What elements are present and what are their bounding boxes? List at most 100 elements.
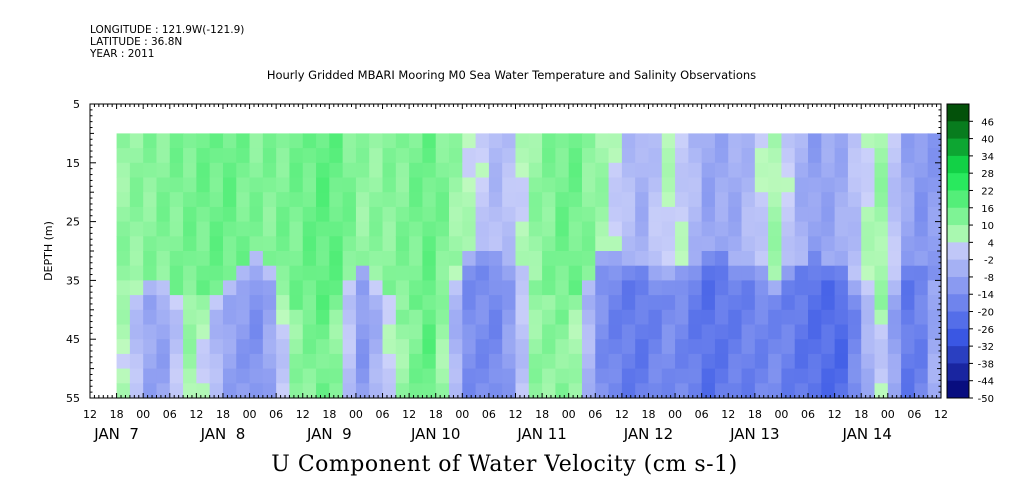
heatmap-cell bbox=[528, 265, 543, 281]
heatmap-cell bbox=[222, 383, 237, 399]
heatmap-cell bbox=[794, 251, 809, 267]
heatmap-cell bbox=[861, 162, 876, 179]
heatmap-cell bbox=[302, 177, 317, 193]
heatmap-cell bbox=[488, 280, 503, 296]
x-hour-label: 06 bbox=[907, 408, 921, 421]
heatmap-cell bbox=[581, 251, 596, 267]
heatmap-cell bbox=[276, 251, 291, 267]
heatmap-cell bbox=[502, 148, 517, 164]
heatmap-cell bbox=[169, 309, 184, 326]
heatmap-cell bbox=[302, 251, 317, 267]
colorbar-swatch bbox=[947, 259, 969, 278]
heatmap-cell bbox=[116, 177, 131, 193]
colorbar-swatch bbox=[947, 242, 969, 261]
heatmap-cell bbox=[209, 206, 224, 223]
heatmap-cell bbox=[608, 353, 623, 370]
heatmap-cell bbox=[143, 295, 158, 311]
x-hour-label: 18 bbox=[535, 408, 549, 421]
heatmap-cell bbox=[236, 221, 251, 237]
x-day-label: JAN 12 bbox=[623, 425, 674, 443]
heatmap-cell bbox=[874, 221, 889, 237]
heatmap-cell bbox=[342, 192, 357, 208]
heatmap-cell bbox=[794, 221, 809, 237]
heatmap-cell bbox=[116, 192, 131, 208]
heatmap-cell bbox=[143, 148, 158, 164]
heatmap-cell bbox=[249, 353, 264, 370]
heatmap-cell bbox=[369, 368, 384, 384]
heatmap-cell bbox=[222, 324, 237, 340]
heatmap-cell bbox=[395, 177, 410, 193]
heatmap-cell bbox=[143, 251, 158, 267]
heatmap-cell bbox=[209, 339, 224, 355]
heatmap-cell bbox=[236, 251, 251, 267]
heatmap-cell bbox=[754, 265, 769, 281]
heatmap-cell bbox=[355, 192, 370, 208]
heatmap-cell bbox=[608, 251, 623, 267]
heatmap-cell bbox=[741, 192, 756, 208]
heatmap-cell bbox=[528, 309, 543, 326]
heatmap-cell bbox=[675, 353, 689, 370]
heatmap-cell bbox=[342, 353, 357, 370]
heatmap-cell bbox=[276, 324, 291, 340]
heatmap-cell bbox=[887, 295, 902, 311]
heatmap-cell bbox=[874, 324, 889, 340]
heatmap-cell bbox=[542, 309, 556, 326]
heatmap-cell bbox=[714, 265, 729, 281]
heatmap-cell bbox=[542, 148, 556, 164]
heatmap-cell bbox=[222, 148, 237, 164]
heatmap-cell bbox=[661, 251, 676, 267]
heatmap-cell bbox=[635, 383, 650, 399]
heatmap-cell bbox=[488, 353, 503, 370]
heatmap-cell bbox=[329, 280, 344, 296]
heatmap-cell bbox=[236, 162, 251, 179]
heatmap-cell bbox=[129, 280, 144, 296]
heatmap-cell bbox=[488, 309, 503, 326]
heatmap-cell bbox=[794, 148, 809, 164]
heatmap-cell bbox=[595, 295, 610, 311]
heatmap-cell bbox=[369, 339, 384, 355]
heatmap-cell bbox=[741, 221, 756, 237]
heatmap-cell bbox=[741, 324, 756, 340]
heatmap-cell bbox=[422, 265, 437, 281]
heatmap-cell bbox=[302, 265, 317, 281]
heatmap-cell bbox=[874, 339, 889, 355]
heatmap-cell bbox=[156, 177, 171, 193]
heatmap-cell bbox=[342, 383, 357, 399]
heatmap-cell bbox=[821, 162, 836, 179]
heatmap-cell bbox=[874, 309, 889, 326]
heatmap-cell bbox=[834, 309, 849, 326]
heatmap-cell bbox=[847, 192, 862, 208]
heatmap-cell bbox=[635, 368, 650, 384]
heatmap-cell bbox=[462, 251, 477, 267]
heatmap-cell bbox=[236, 192, 251, 208]
heatmap-cell bbox=[847, 383, 862, 399]
heatmap-cell bbox=[621, 162, 636, 179]
heatmap-cell bbox=[143, 177, 158, 193]
heatmap-cell bbox=[382, 368, 397, 384]
heatmap-cell bbox=[169, 148, 184, 164]
heatmap-cell bbox=[701, 133, 716, 149]
colorbar-swatch bbox=[947, 311, 969, 330]
heatmap-cell bbox=[741, 177, 756, 193]
heatmap-cell bbox=[276, 206, 291, 223]
heatmap-cell bbox=[821, 339, 836, 355]
heatmap-cell bbox=[728, 368, 743, 384]
heatmap-cell bbox=[475, 148, 490, 164]
heatmap-cell bbox=[714, 295, 729, 311]
heatmap-cell bbox=[555, 324, 570, 340]
heatmap-cell bbox=[369, 324, 384, 340]
heatmap-cell bbox=[555, 192, 570, 208]
heatmap-cell bbox=[502, 206, 517, 223]
heatmap-cell bbox=[488, 206, 503, 223]
heatmap-cell bbox=[927, 236, 942, 252]
heatmap-cell bbox=[249, 177, 264, 193]
heatmap-cell bbox=[701, 192, 716, 208]
heatmap-cell bbox=[488, 383, 503, 399]
heatmap-cell bbox=[621, 353, 636, 370]
heatmap-cell bbox=[861, 206, 876, 223]
heatmap-cell bbox=[621, 324, 636, 340]
heatmap-cell bbox=[169, 280, 184, 296]
heatmap-cell bbox=[914, 192, 929, 208]
colorbar-label: 34 bbox=[981, 152, 994, 163]
heatmap-cell bbox=[183, 148, 197, 164]
